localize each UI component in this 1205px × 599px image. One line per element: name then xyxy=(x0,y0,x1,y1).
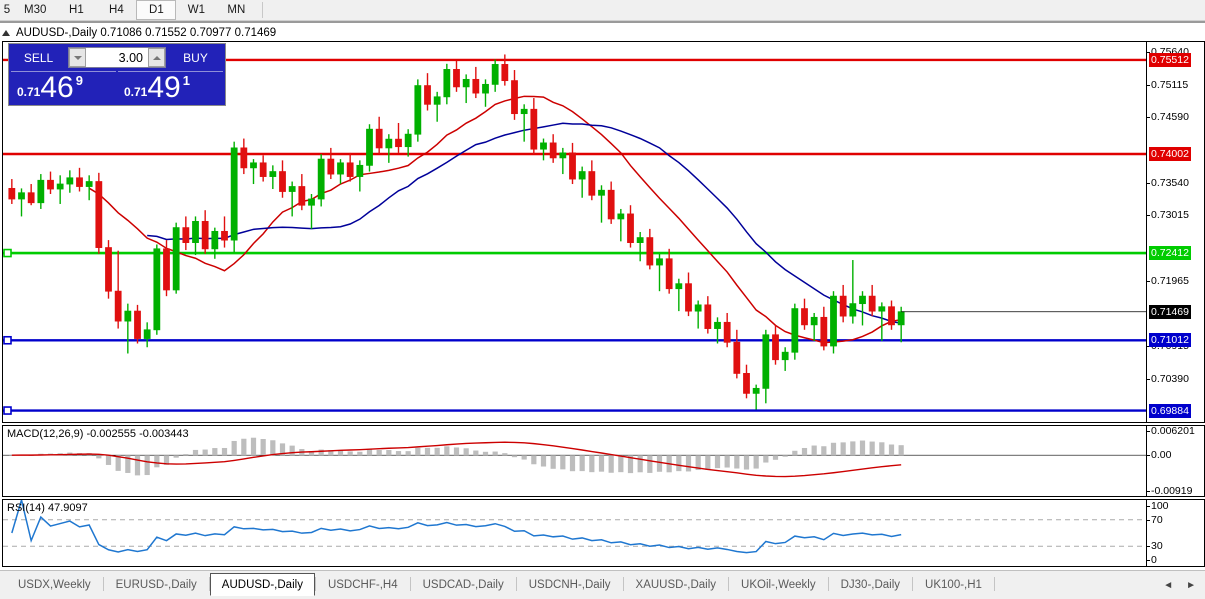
tab-divider xyxy=(409,577,411,591)
price-tick: 0.75115 xyxy=(1146,78,1189,91)
timeframe-mn[interactable]: MN xyxy=(216,0,257,20)
rsi-tick: 100 xyxy=(1147,500,1169,512)
volume-value[interactable]: 3.00 xyxy=(86,48,148,67)
price-level-badge-level[interactable]: 0.71012 xyxy=(1149,333,1191,348)
tab-nav-controls: ◄ ► xyxy=(1163,571,1205,599)
chart-tab-xauusd--daily[interactable]: XAUUSD-,Daily xyxy=(635,578,717,591)
trade-panel-prices-row: 0.71 46 9 0.71 49 1 xyxy=(9,71,225,105)
tab-prev-button[interactable]: ◄ xyxy=(1163,579,1174,591)
tab-divider xyxy=(912,577,914,591)
timeframe-w1[interactable]: W1 xyxy=(176,0,217,20)
timeframe-h1[interactable]: H1 xyxy=(56,0,97,20)
price-level-badge-support[interactable]: 0.72412 xyxy=(1149,246,1191,261)
candlestick-plot xyxy=(3,54,1146,415)
rsi-label: RSI(14) 47.9097 xyxy=(7,502,88,514)
price-tick: 0.70390 xyxy=(1147,373,1189,386)
rsi-scale: 100 70 30 0 xyxy=(1147,499,1205,567)
price-level-badge-level[interactable]: 0.69884 xyxy=(1149,403,1191,418)
price-tick: 0.73540 xyxy=(1147,176,1189,189)
chevron-up-icon xyxy=(152,55,161,60)
buy-price-prefix: 0.71 xyxy=(124,85,148,99)
volume-decrease-button[interactable] xyxy=(69,48,86,67)
tab-divider xyxy=(622,577,624,591)
buy-price-main: 49 xyxy=(147,70,181,104)
tab-next-button[interactable]: ► xyxy=(1186,579,1196,591)
chart-tab-usdcnh--daily[interactable]: USDCNH-,Daily xyxy=(528,578,611,591)
chart-tab-usdcad--daily[interactable]: USDCAD-,Daily xyxy=(422,578,504,591)
price-level-badge-resistance[interactable]: 0.75512 xyxy=(1149,52,1191,67)
chart-tab-eurusd--daily[interactable]: EURUSD-,Daily xyxy=(115,578,197,591)
chart-symbol-header: AUDUSD-,Daily 0.71086 0.71552 0.70977 0.… xyxy=(2,25,276,40)
buy-button[interactable]: BUY xyxy=(169,47,222,68)
rsi-pane[interactable]: RSI(14) 47.9097 xyxy=(2,499,1147,567)
sell-price-box[interactable]: 0.71 46 9 xyxy=(11,71,116,103)
sell-button[interactable]: SELL xyxy=(12,47,65,68)
price-tick: 0.74590 xyxy=(1147,111,1189,124)
rsi-tick: 0 xyxy=(1147,554,1157,566)
price-tick: 0.73015 xyxy=(1147,209,1189,222)
rsi-tick: 70 xyxy=(1147,513,1163,526)
volume-increase-button[interactable] xyxy=(148,48,165,67)
chart-tab-usdx-weekly[interactable]: USDX,Weekly xyxy=(18,578,91,591)
macd-pane[interactable]: MACD(12,26,9) -0.002555 -0.003443 xyxy=(2,425,1147,497)
tab-divider xyxy=(208,577,210,591)
sell-price-prefix: 0.71 xyxy=(17,85,41,99)
timeframe-5[interactable]: 5 xyxy=(0,0,14,20)
sell-price-fraction: 9 xyxy=(75,73,83,88)
price-tick: 0.71965 xyxy=(1147,274,1189,287)
timeframe-m30[interactable]: M30 xyxy=(14,0,57,20)
rsi-plot xyxy=(3,500,1146,554)
macd-tick: 0.006201 xyxy=(1147,425,1195,438)
macd-tick: 0.00 xyxy=(1146,449,1172,462)
tab-divider xyxy=(515,577,517,591)
tab-divider xyxy=(993,577,995,591)
chart-collapse-icon[interactable] xyxy=(2,29,10,36)
tab-divider xyxy=(827,577,829,591)
sell-price-main: 46 xyxy=(40,70,74,104)
chart-symbol-ohlc-text: AUDUSD-,Daily 0.71086 0.71552 0.70977 0.… xyxy=(16,26,277,39)
chart-tab-audusd--daily[interactable]: AUDUSD-,Daily xyxy=(209,573,315,596)
buy-price-fraction: 1 xyxy=(182,73,190,88)
macd-label: MACD(12,26,9) -0.002555 -0.003443 xyxy=(7,428,189,440)
timeframe-h4[interactable]: H4 xyxy=(96,0,137,20)
tab-divider xyxy=(102,577,104,591)
price-scale[interactable]: 0.756400.751150.745900.735400.730150.719… xyxy=(1146,41,1205,423)
chart-tab-usdchf--h4[interactable]: USDCHF-,H4 xyxy=(327,578,398,591)
trade-panel-top-row: SELL 3.00 BUY xyxy=(9,44,225,71)
volume-stepper[interactable]: 3.00 xyxy=(68,47,166,68)
macd-scale: 0.006201 0.00 -0.00919 xyxy=(1146,425,1205,497)
chart-tab-uk100--h1[interactable]: UK100-,H1 xyxy=(925,578,982,591)
macd-tick: -0.00919 xyxy=(1146,484,1193,497)
price-level-badge-resistance[interactable]: 0.74002 xyxy=(1149,147,1191,161)
one-click-trading-panel[interactable]: SELL 3.00 BUY 0.71 46 9 0.71 49 1 xyxy=(8,43,226,106)
price-level-badge-last-price[interactable]: 0.71469 xyxy=(1149,304,1191,319)
timeframe-d1[interactable]: D1 xyxy=(136,0,177,20)
chart-tabs-bar: USDX,Weekly EURUSD-,Daily AUDUSD-,Daily USD… xyxy=(0,570,1205,599)
toolbar-divider xyxy=(262,2,264,18)
tab-divider xyxy=(728,577,730,591)
rsi-tick: 30 xyxy=(1147,540,1163,553)
chart-frame: AUDUSD-,Daily 0.71086 0.71552 0.70977 0.… xyxy=(0,21,1205,581)
tab-divider xyxy=(314,577,316,591)
chart-tab-ukoil--weekly[interactable]: UKOil-,Weekly xyxy=(741,578,816,591)
macd-plot xyxy=(3,437,1146,478)
chevron-down-icon xyxy=(73,55,82,60)
buy-price-box[interactable]: 0.71 49 1 xyxy=(118,71,223,103)
timeframe-toolbar: 5 M30 H1 H4 D1 W1 MN xyxy=(0,0,1205,21)
chart-tab-dj30--daily[interactable]: DJ30-,Daily xyxy=(840,578,901,591)
